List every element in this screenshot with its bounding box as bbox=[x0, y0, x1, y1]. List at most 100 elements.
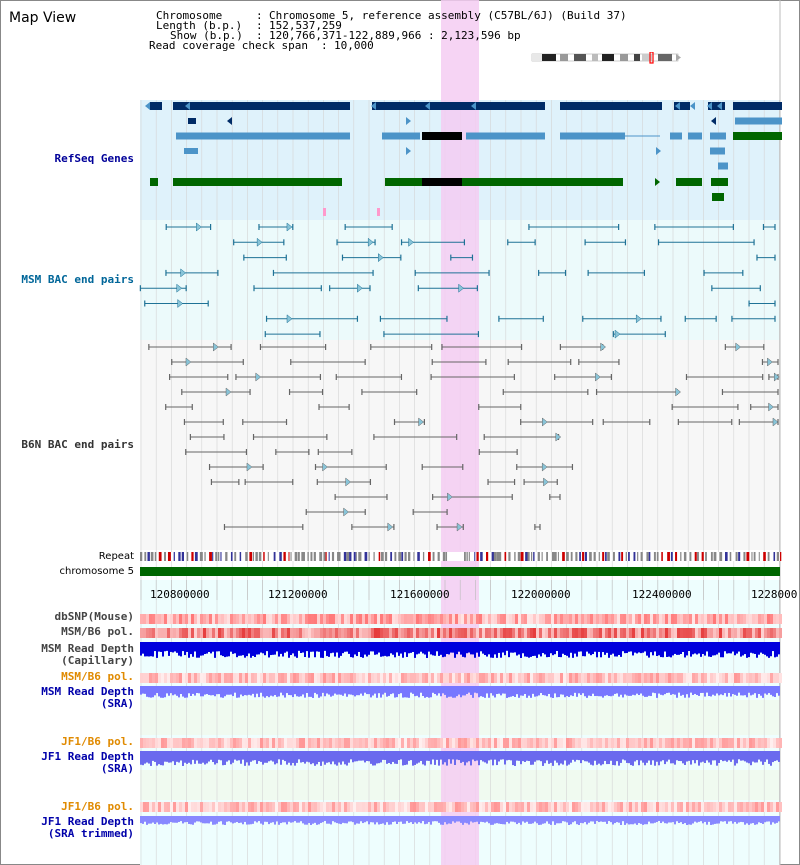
track-label-jf1-depth-trimmed[interactable]: JF1 Read Depth (SRA trimmed) bbox=[41, 815, 134, 840]
track-label-b6n-bac[interactable]: B6N BAC end pairs bbox=[21, 438, 134, 451]
repeat-element bbox=[245, 552, 248, 561]
depth-bar bbox=[620, 816, 622, 825]
depth-bar bbox=[512, 751, 514, 766]
depth-bar bbox=[764, 751, 766, 762]
heat-cell bbox=[341, 614, 344, 624]
depth-bar bbox=[150, 642, 152, 657]
depth-bar bbox=[196, 686, 198, 693]
bac-arrow bbox=[387, 522, 394, 532]
depth-bar bbox=[416, 816, 418, 824]
depth-bar bbox=[718, 751, 720, 763]
depth-bar bbox=[440, 642, 442, 655]
heat-cell bbox=[473, 738, 476, 748]
repeat-element bbox=[725, 552, 728, 561]
depth-bar bbox=[386, 816, 388, 823]
track-label-msm-depth-capillary[interactable]: MSM Read Depth (Capillary) bbox=[41, 642, 134, 667]
track-label-dbsnp[interactable]: dbSNP(Mouse) bbox=[54, 610, 134, 623]
heat-cell bbox=[188, 738, 191, 748]
heat-cell bbox=[440, 673, 443, 683]
track-label-jf1-pol[interactable]: JF1/B6 pol. bbox=[61, 735, 134, 748]
repeat-element bbox=[255, 552, 258, 561]
heat-cell bbox=[641, 802, 644, 812]
depth-bar bbox=[696, 751, 698, 761]
depth-bar bbox=[666, 816, 668, 824]
gene-arrow bbox=[185, 102, 190, 110]
depth-bar bbox=[460, 686, 462, 698]
depth-bar bbox=[212, 751, 214, 763]
heat-cell bbox=[155, 628, 158, 638]
axis-tick-label: 120800000 bbox=[150, 588, 210, 601]
heat-cell bbox=[338, 614, 341, 624]
heat-cell bbox=[305, 738, 308, 748]
heat-cell bbox=[602, 673, 605, 683]
depth-bar bbox=[290, 751, 292, 766]
depth-bar bbox=[704, 686, 706, 697]
heat-cell bbox=[692, 614, 695, 624]
depth-bar bbox=[676, 642, 678, 655]
repeat-element bbox=[562, 552, 565, 561]
track-label-msm-pol-sra[interactable]: MSM/B6 pol. bbox=[61, 670, 134, 683]
depth-bar bbox=[706, 816, 708, 825]
heat-cell bbox=[701, 614, 704, 624]
depth-bar bbox=[396, 686, 398, 698]
heat-cell bbox=[596, 802, 599, 812]
repeat-element bbox=[325, 552, 327, 561]
heat-cell bbox=[665, 628, 668, 638]
heat-cell bbox=[329, 673, 332, 683]
heat-cell bbox=[590, 738, 593, 748]
depth-bar bbox=[146, 751, 148, 763]
depth-bar bbox=[560, 816, 562, 824]
repeat-element bbox=[343, 552, 347, 561]
depth-bar bbox=[220, 751, 222, 761]
heat-cell bbox=[464, 738, 467, 748]
repeat-element bbox=[463, 552, 466, 561]
depth-bar bbox=[674, 686, 676, 695]
heat-cell bbox=[239, 628, 242, 638]
track-label-jf1-depth[interactable]: JF1 Read Depth (SRA) bbox=[41, 750, 134, 775]
heat-cell bbox=[692, 628, 695, 638]
depth-bar bbox=[222, 816, 224, 825]
heat-cell bbox=[344, 738, 347, 748]
bac-arrow bbox=[772, 417, 779, 427]
depth-bar bbox=[422, 642, 424, 654]
depth-bar bbox=[436, 642, 438, 652]
depth-bar bbox=[206, 642, 208, 654]
depth-bar bbox=[526, 751, 528, 761]
heat-cell bbox=[209, 738, 212, 748]
track-label-msm-pol[interactable]: MSM/B6 pol. bbox=[61, 625, 134, 638]
depth-bar bbox=[652, 686, 654, 693]
heat-cell bbox=[320, 628, 323, 638]
depth-bar bbox=[700, 816, 702, 822]
heat-cell bbox=[467, 738, 470, 748]
track-label-msm-bac[interactable]: MSM BAC end pairs bbox=[21, 273, 134, 286]
track-label-jf1-pol-trimmed[interactable]: JF1/B6 pol. bbox=[61, 800, 134, 813]
track-label-repeat[interactable]: Repeat bbox=[98, 551, 134, 562]
depth-bar bbox=[400, 686, 402, 694]
depth-bar bbox=[242, 686, 244, 697]
depth-bar bbox=[688, 751, 690, 761]
depth-bar bbox=[728, 686, 730, 693]
heat-cell bbox=[401, 673, 404, 683]
heat-cell bbox=[197, 802, 200, 812]
depth-bar bbox=[724, 642, 726, 652]
depth-bar bbox=[188, 751, 190, 763]
depth-bar bbox=[586, 686, 588, 698]
track-label-msm-depth-sra[interactable]: MSM Read Depth (SRA) bbox=[41, 685, 134, 710]
heat-cell bbox=[215, 614, 218, 624]
chromosome-ideogram[interactable] bbox=[530, 52, 682, 64]
depth-bar bbox=[288, 816, 290, 822]
track-label-refseq[interactable]: RefSeq Genes bbox=[54, 152, 134, 165]
depth-bar bbox=[744, 751, 746, 762]
repeat-element bbox=[551, 552, 555, 561]
heat-cell bbox=[431, 673, 434, 683]
depth-bar bbox=[354, 751, 356, 762]
depth-bar bbox=[650, 686, 652, 697]
depth-bar bbox=[598, 686, 600, 697]
heat-cell bbox=[440, 802, 443, 812]
heat-cell bbox=[377, 614, 380, 624]
heat-cell bbox=[632, 738, 635, 748]
track-label-chromosome[interactable]: chromosome 5 bbox=[59, 566, 134, 577]
heat-cell bbox=[761, 614, 764, 624]
heat-cell bbox=[164, 628, 167, 638]
